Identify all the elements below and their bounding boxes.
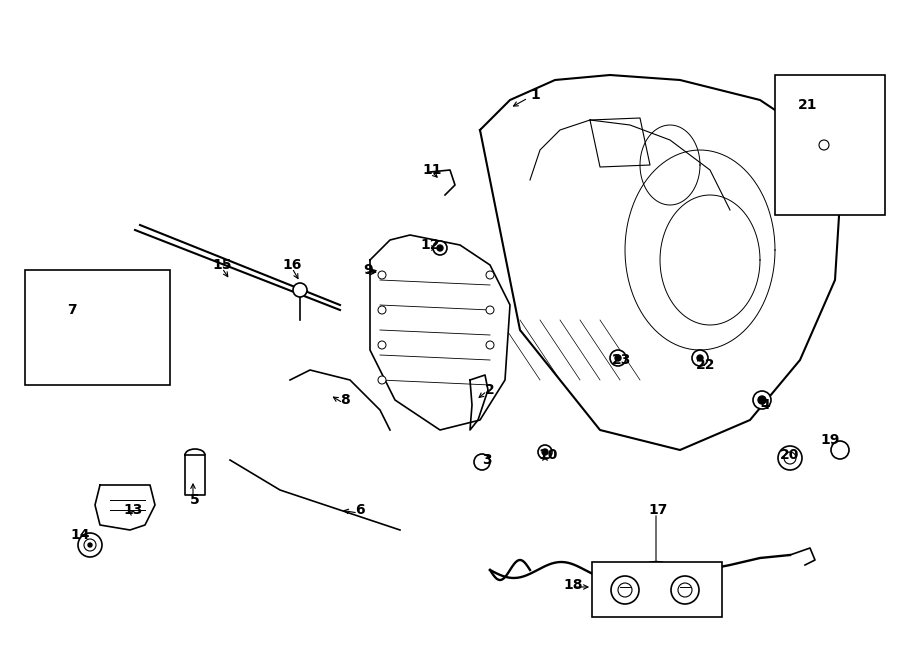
Text: 18: 18 xyxy=(563,578,583,592)
Text: 16: 16 xyxy=(283,258,302,272)
Bar xyxy=(25,270,170,385)
Text: 7: 7 xyxy=(68,303,76,317)
Circle shape xyxy=(378,376,386,384)
Text: 20: 20 xyxy=(780,448,800,462)
Circle shape xyxy=(88,543,92,547)
Circle shape xyxy=(293,283,307,297)
Circle shape xyxy=(437,245,443,251)
Circle shape xyxy=(753,391,771,409)
Text: 15: 15 xyxy=(212,258,232,272)
Text: 3: 3 xyxy=(482,453,491,467)
Circle shape xyxy=(378,271,386,279)
Circle shape xyxy=(610,350,626,366)
Circle shape xyxy=(784,452,796,464)
Circle shape xyxy=(778,446,802,470)
Circle shape xyxy=(486,271,494,279)
Circle shape xyxy=(831,441,849,459)
Text: 1: 1 xyxy=(530,88,540,102)
Text: 6: 6 xyxy=(356,503,364,517)
Bar xyxy=(592,562,722,617)
Text: 12: 12 xyxy=(420,238,440,252)
Text: 2: 2 xyxy=(485,383,495,397)
Text: 17: 17 xyxy=(648,503,668,517)
Circle shape xyxy=(486,306,494,314)
Circle shape xyxy=(697,355,703,361)
Circle shape xyxy=(758,396,766,404)
Circle shape xyxy=(378,306,386,314)
Text: 11: 11 xyxy=(422,163,442,177)
Circle shape xyxy=(84,539,96,551)
Text: 21: 21 xyxy=(798,98,818,112)
Circle shape xyxy=(486,341,494,349)
Text: 14: 14 xyxy=(70,528,90,542)
Text: 22: 22 xyxy=(697,358,716,372)
Circle shape xyxy=(611,576,639,604)
Circle shape xyxy=(671,576,699,604)
Circle shape xyxy=(78,533,102,557)
Circle shape xyxy=(678,583,692,597)
Text: 19: 19 xyxy=(820,433,840,447)
Circle shape xyxy=(433,241,447,255)
Circle shape xyxy=(615,355,621,361)
Circle shape xyxy=(618,583,632,597)
Text: 9: 9 xyxy=(364,263,373,277)
Circle shape xyxy=(819,140,829,150)
Circle shape xyxy=(474,454,490,470)
Text: 4: 4 xyxy=(760,398,770,412)
Bar xyxy=(775,75,885,215)
Polygon shape xyxy=(818,100,830,185)
Text: 8: 8 xyxy=(340,393,350,407)
Text: 10: 10 xyxy=(538,448,558,462)
Circle shape xyxy=(378,341,386,349)
Polygon shape xyxy=(370,235,510,430)
Circle shape xyxy=(538,445,552,459)
Circle shape xyxy=(692,350,708,366)
Circle shape xyxy=(542,449,548,455)
Text: 13: 13 xyxy=(123,503,143,517)
Text: 5: 5 xyxy=(190,493,200,507)
Text: 23: 23 xyxy=(612,353,632,367)
